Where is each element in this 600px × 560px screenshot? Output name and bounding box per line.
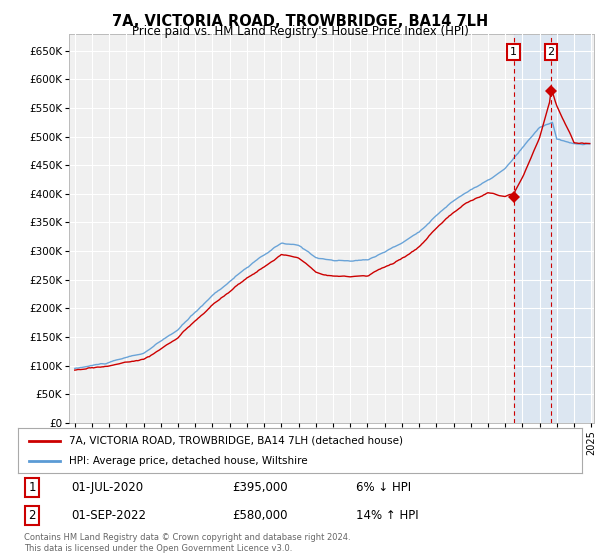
Text: 1: 1	[28, 481, 36, 494]
Text: £395,000: £395,000	[232, 481, 288, 494]
Text: HPI: Average price, detached house, Wiltshire: HPI: Average price, detached house, Wilt…	[69, 456, 307, 466]
Text: Contains HM Land Registry data © Crown copyright and database right 2024.
This d: Contains HM Land Registry data © Crown c…	[24, 533, 350, 553]
Text: 01-SEP-2022: 01-SEP-2022	[71, 508, 146, 522]
Text: 7A, VICTORIA ROAD, TROWBRIDGE, BA14 7LH: 7A, VICTORIA ROAD, TROWBRIDGE, BA14 7LH	[112, 14, 488, 29]
Text: 14% ↑ HPI: 14% ↑ HPI	[356, 508, 419, 522]
Text: Price paid vs. HM Land Registry's House Price Index (HPI): Price paid vs. HM Land Registry's House …	[131, 25, 469, 38]
Text: 01-JUL-2020: 01-JUL-2020	[71, 481, 144, 494]
Bar	[514, 34, 591, 423]
Text: 1: 1	[510, 47, 517, 57]
Text: 6% ↓ HPI: 6% ↓ HPI	[356, 481, 412, 494]
Text: £580,000: £580,000	[232, 508, 288, 522]
Text: 2: 2	[28, 508, 36, 522]
Text: 2: 2	[547, 47, 554, 57]
Text: 7A, VICTORIA ROAD, TROWBRIDGE, BA14 7LH (detached house): 7A, VICTORIA ROAD, TROWBRIDGE, BA14 7LH …	[69, 436, 403, 446]
